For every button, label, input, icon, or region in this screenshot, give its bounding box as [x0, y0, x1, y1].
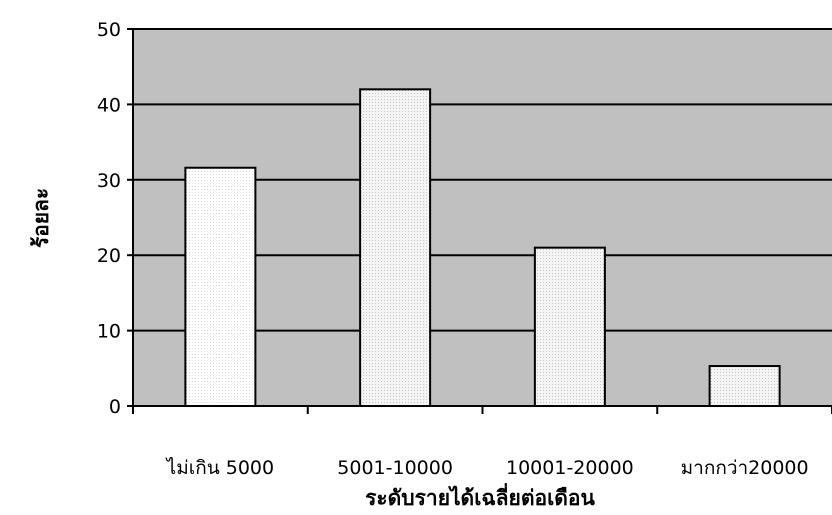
- y-tick-label: 40: [97, 94, 121, 116]
- bar: [359, 88, 432, 407]
- y-tick-label: 20: [97, 245, 121, 267]
- x-category-label: 10001-20000: [506, 457, 634, 479]
- axes: [127, 28, 832, 414]
- x-axis-title: ระดับรายได้เฉลี่ยต่อเดือน: [365, 482, 595, 510]
- y-tick-labels: 0 10 20 30 40 50: [97, 19, 121, 418]
- y-tick-label: 50: [97, 19, 121, 41]
- y-tick-label: 30: [97, 170, 121, 192]
- y-tick-label: 0: [109, 396, 121, 418]
- x-category-label: มากกว่า20000: [681, 457, 809, 479]
- x-category-label: ไม่เกิน 5000: [165, 457, 274, 479]
- y-axis-title: ร้อยละ: [29, 188, 53, 248]
- bar: [533, 246, 606, 407]
- bar: [184, 166, 257, 407]
- bar: [708, 365, 781, 407]
- bars: [184, 88, 781, 407]
- y-tick-label: 10: [97, 321, 121, 343]
- x-category-labels: ไม่เกิน 5000 5001-10000 10001-20000 มากกว่า…: [165, 457, 809, 479]
- x-category-label: 5001-10000: [337, 457, 453, 479]
